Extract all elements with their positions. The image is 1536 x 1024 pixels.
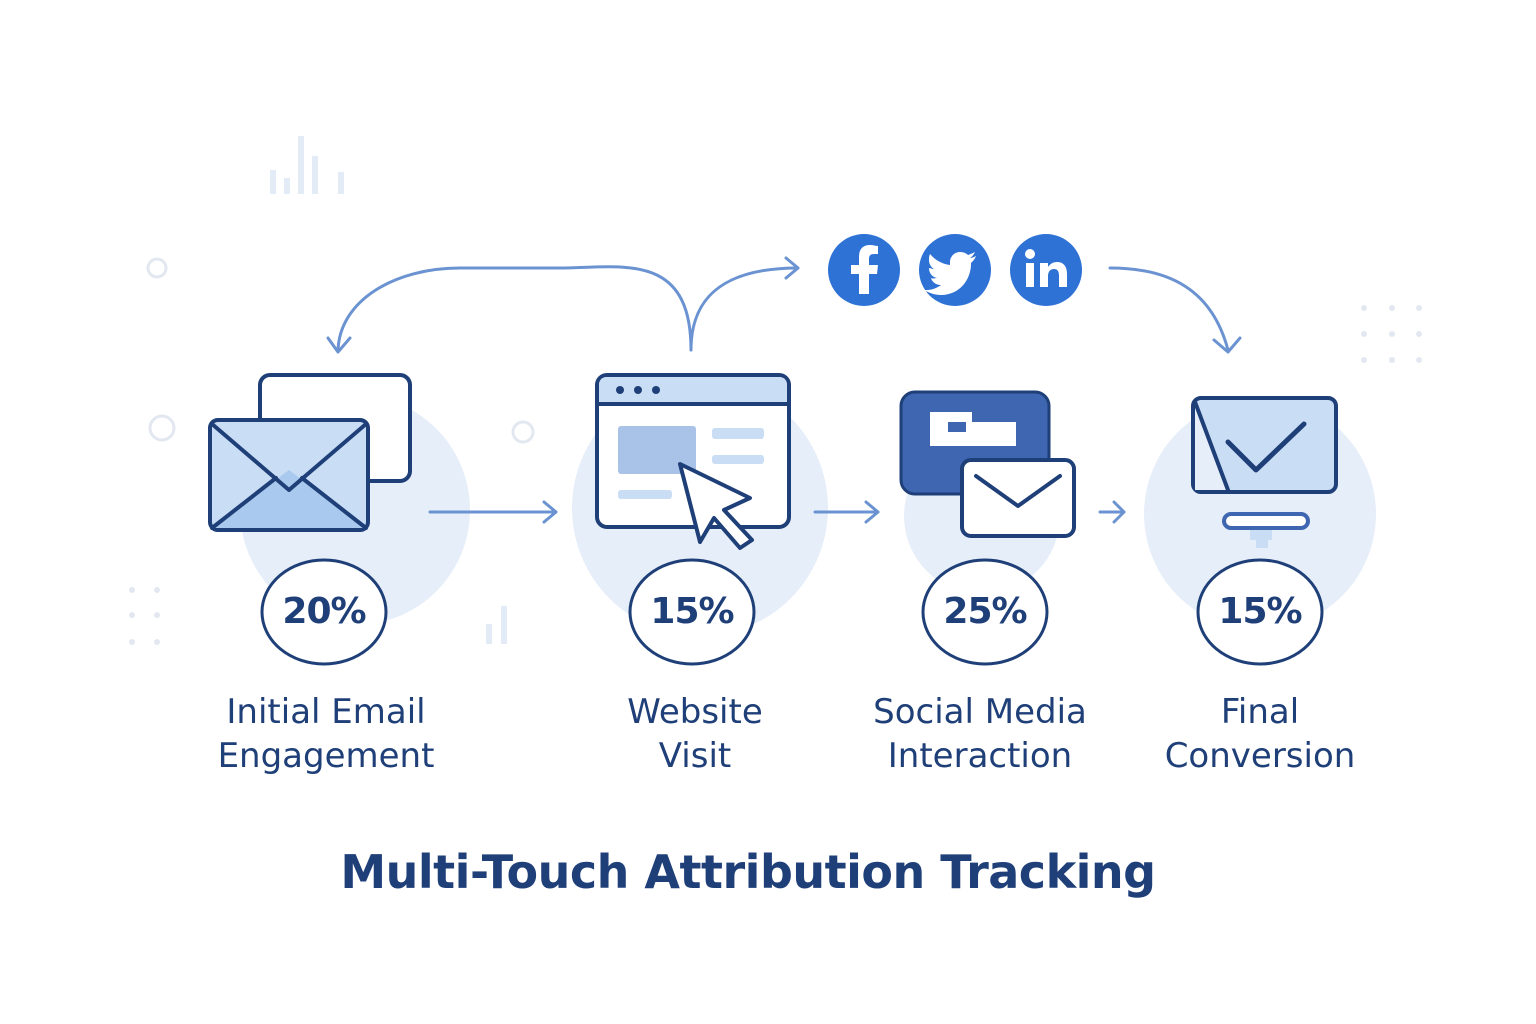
label-line: Website [627, 692, 763, 732]
arrowhead-icon [784, 256, 800, 280]
label-line: Social Media [873, 692, 1087, 732]
percent-website-visit: 15% [650, 591, 734, 632]
email-envelopes-icon [208, 373, 412, 532]
to-conversion-arrow [1108, 266, 1230, 352]
arrowhead-icon [1212, 336, 1242, 354]
label-line: Conversion [1164, 736, 1356, 776]
bar-chart-decor-icon [270, 136, 344, 194]
label-website-visit: Website Visit [545, 690, 845, 778]
diagram-title: Multi-Touch Attribution Tracking [340, 845, 1156, 899]
label-line: Interaction [887, 736, 1073, 776]
return-arrow [336, 265, 693, 352]
twitter-icon [919, 234, 991, 306]
linkedin-icon [1010, 234, 1082, 306]
to-social-arrow [689, 266, 800, 352]
label-line: Visit [658, 736, 732, 776]
percent-final-conversion: 15% [1218, 591, 1302, 632]
browser-window-icon [595, 373, 791, 529]
label-line: Engagement [217, 736, 435, 776]
flow-arrows-middle [428, 500, 1126, 524]
background-decorations [129, 136, 1422, 645]
flow-arrows-top [326, 256, 1242, 354]
ring-decor-icon [146, 257, 168, 279]
dot-grid-decor-icon [129, 587, 160, 645]
dot-grid-decor-icon [1361, 305, 1422, 363]
chat-and-mail-icon [899, 390, 1076, 538]
arrowhead-icon [1112, 500, 1126, 524]
monitor-checkmark-icon [1191, 396, 1338, 548]
ring-decor-icon [148, 414, 176, 442]
ring-decor-icon [511, 420, 535, 444]
percent-initial-email: 20% [282, 591, 366, 632]
arrowhead-icon [542, 500, 558, 524]
cursor-icon [678, 462, 754, 550]
percent-rings [260, 558, 1324, 666]
percent-social-media: 25% [943, 591, 1027, 632]
label-line: Initial Email [226, 692, 426, 732]
label-final-conversion: Final Conversion [1110, 690, 1410, 778]
arrowhead-icon [864, 500, 880, 524]
label-line: Final [1220, 692, 1300, 732]
arrowhead-icon [326, 336, 352, 354]
label-social-media: Social Media Interaction [830, 690, 1130, 778]
facebook-icon [828, 234, 900, 306]
small-bars-decor-icon [486, 606, 507, 644]
label-initial-email: Initial Email Engagement [176, 690, 476, 778]
